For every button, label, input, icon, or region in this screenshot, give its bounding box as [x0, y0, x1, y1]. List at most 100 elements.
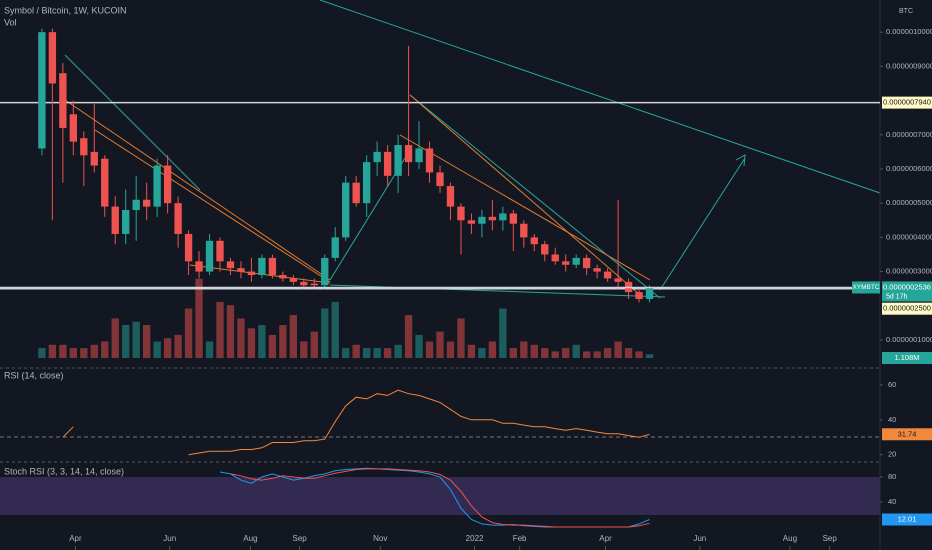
candle-body: [572, 257, 580, 265]
volume-bar: [457, 318, 465, 358]
volume-bar: [415, 334, 423, 358]
candle-body: [509, 213, 517, 224]
y-tick-label: 0.0000003000: [886, 267, 932, 276]
last-price-label: 0.0000002536: [883, 282, 931, 291]
volume-bar: [509, 348, 517, 358]
volume-bar: [38, 348, 46, 358]
volume-bar: [572, 344, 580, 358]
volume-bar: [331, 301, 339, 358]
volume-bar: [562, 348, 570, 358]
x-tick-label: Apr: [599, 534, 612, 543]
volume-bar: [48, 344, 57, 358]
x-tick-label: Aug: [783, 534, 797, 543]
volume-bar: [541, 348, 549, 358]
trendline: [399, 134, 651, 281]
y-tick-label: 0.0000001000: [886, 335, 932, 344]
price-line-label: 0.0000007940: [883, 98, 931, 107]
price-line-label: 0.0000002500: [883, 304, 931, 313]
candle-body: [478, 216, 486, 224]
candle-body: [59, 73, 67, 128]
volume-bar: [593, 351, 601, 358]
volume-bar: [614, 341, 622, 358]
volume-bar: [352, 344, 360, 358]
candle-body: [331, 237, 339, 258]
candle-body: [300, 281, 308, 286]
volume-bar: [258, 325, 266, 358]
stoch-value: 12.01: [898, 514, 917, 523]
trendline: [409, 94, 641, 296]
y-tick-label: 0.0000010000: [886, 27, 932, 36]
volume-bar: [289, 315, 297, 358]
volume-bar: [184, 308, 193, 358]
candle-body: [174, 203, 182, 234]
x-tick-label: Feb: [513, 534, 527, 543]
candle-body: [467, 220, 476, 224]
volume-bar: [635, 351, 643, 358]
candle-body: [373, 151, 381, 163]
volume-bar: [478, 348, 486, 358]
rsi-value-bg: [882, 428, 932, 441]
candle-body: [583, 257, 591, 269]
candle-body: [90, 151, 98, 166]
candle-body: [132, 199, 140, 211]
volume-bar: [342, 348, 350, 358]
volume-bar: [425, 341, 434, 358]
volume-bar: [174, 334, 182, 358]
symbol-badge-bg: [852, 281, 880, 294]
stoch-line: [230, 468, 650, 528]
volume-bar: [404, 315, 413, 358]
candle-body: [195, 261, 203, 272]
candle-body: [562, 261, 570, 265]
candle-body: [279, 275, 287, 279]
last-price-bg: [882, 281, 932, 302]
stoch-tick-label: 40: [888, 497, 896, 506]
candle-body: [394, 145, 402, 176]
candle-body: [425, 148, 434, 173]
volume-bar: [80, 348, 88, 358]
candle-body: [237, 268, 245, 272]
x-tick-label: Nov: [373, 534, 387, 543]
volume-bar: [69, 348, 77, 358]
candle-body: [111, 206, 119, 234]
candle-body: [363, 162, 371, 204]
rsi-tick-label: 20: [888, 450, 896, 459]
volume-bar: [446, 341, 455, 358]
candle-body: [488, 216, 497, 221]
volume-bar: [111, 318, 119, 358]
candle-body: [499, 213, 507, 221]
volume-bar: [603, 348, 612, 358]
price-line-label-bg: [882, 96, 932, 109]
volume-bar: [279, 325, 287, 358]
volume-bar: [226, 305, 235, 358]
volume-bar: [551, 351, 559, 358]
candle-body: [321, 257, 329, 286]
x-tick-label: Jun: [693, 534, 706, 543]
rsi-tick-label: 60: [888, 380, 896, 389]
candle-body: [551, 254, 559, 262]
volume-bar: [373, 348, 381, 358]
rsi-title: RSI (14, close): [4, 370, 64, 380]
stoch-title: Stoch RSI (3, 3, 14, 14, close): [4, 466, 124, 476]
volume-bar: [59, 344, 67, 358]
candle-body: [520, 223, 528, 238]
candle-body: [226, 261, 235, 269]
candle-body: [310, 283, 318, 286]
volume-bar: [363, 348, 371, 358]
volume-bar: [195, 278, 203, 358]
volume-label-bg: [882, 352, 932, 364]
candle-body: [541, 244, 549, 255]
volume-bar: [132, 321, 140, 358]
chart-title: Symbol / Bitcoin, 1W, KUCOIN: [4, 5, 127, 15]
candle-body: [122, 210, 130, 234]
x-tick-label: Jun: [163, 534, 176, 543]
candle-body: [153, 165, 161, 207]
candle-body: [446, 186, 455, 207]
candle-body: [38, 32, 46, 149]
volume-title: Vol: [4, 17, 17, 27]
trendline: [94, 129, 331, 283]
candle-body: [163, 165, 172, 204]
candle-body: [404, 145, 413, 163]
candle-body: [69, 114, 77, 142]
candle-body: [603, 271, 612, 279]
volume-bar: [163, 338, 172, 358]
